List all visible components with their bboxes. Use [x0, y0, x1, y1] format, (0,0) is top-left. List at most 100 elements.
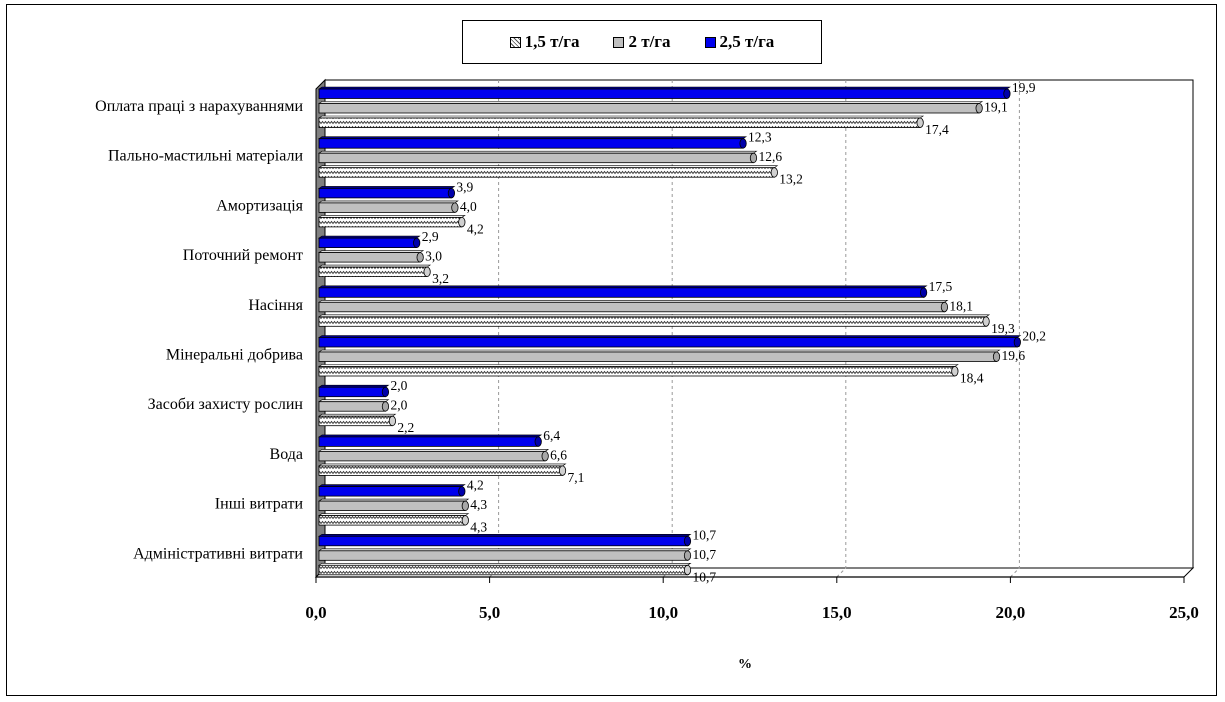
data-label: 6,4 — [543, 428, 560, 443]
bar-end-cap — [558, 465, 567, 476]
category-label: Адміністративні витрати — [133, 545, 303, 562]
data-label: 12,6 — [758, 149, 782, 164]
bar-end-cap — [683, 535, 692, 547]
bar-end-cap — [992, 351, 1001, 362]
data-label: 18,1 — [949, 298, 973, 313]
axes — [315, 576, 1185, 583]
legend-item-series-3: 2,5 т/га — [704, 32, 775, 52]
bar — [318, 187, 452, 199]
data-label: 19,3 — [991, 321, 1015, 336]
data-label: 3,9 — [456, 179, 473, 194]
bar — [318, 266, 428, 278]
bar — [318, 550, 688, 561]
bar-end-cap — [982, 316, 990, 327]
bar-end-cap — [461, 515, 469, 526]
category-label: Оплата праці з нарахуваннями — [95, 98, 303, 115]
bar-end-cap — [534, 436, 542, 447]
bar — [318, 386, 386, 398]
bar-end-cap — [447, 187, 456, 199]
category-label: Вода — [270, 446, 303, 463]
data-label: 2,0 — [390, 378, 407, 393]
legend-item-series-2: 2 т/га — [613, 32, 671, 52]
bar — [318, 103, 980, 114]
bar — [318, 287, 924, 298]
category-label: Пально-мастильні матеріали — [108, 148, 304, 165]
bar — [318, 450, 546, 462]
bar-end-cap — [458, 216, 466, 228]
bar — [318, 486, 463, 497]
bar — [318, 252, 421, 263]
data-label: 17,4 — [925, 122, 949, 137]
bar — [318, 167, 775, 178]
x-tick-label: 5,0 — [479, 603, 500, 622]
legend: 1,5 т/га 2 т/га 2,5 т/га — [462, 20, 822, 64]
legend-label-series-1: 1,5 т/га — [524, 32, 580, 51]
bar-end-cap — [919, 287, 928, 298]
data-label: 19,6 — [1002, 348, 1026, 363]
legend-label-series-3: 2,5 т/га — [719, 32, 775, 51]
bar-end-cap — [458, 486, 466, 497]
bar — [318, 138, 744, 149]
data-label: 10,7 — [693, 527, 717, 542]
x-tick-label: 25,0 — [1169, 603, 1199, 622]
bar — [318, 152, 754, 164]
data-label: 3,2 — [432, 271, 449, 286]
bar-end-cap — [916, 117, 924, 128]
category-label: Мінеральні добрива — [166, 347, 303, 364]
bar — [318, 301, 945, 313]
data-label: 4,3 — [470, 520, 487, 535]
category-label: Насіння — [248, 297, 303, 314]
bar-end-cap — [541, 450, 549, 462]
legend-swatch-series-1 — [509, 36, 521, 48]
bar-end-cap — [381, 386, 390, 398]
legend-swatch-series-3 — [704, 36, 716, 48]
data-label: 4,0 — [460, 199, 477, 214]
legend-swatch-series-2 — [613, 36, 625, 48]
bar-end-cap — [683, 550, 692, 561]
labels: 0,0 5,0 10,0 15,0 20,0 25,0% Оплата праці з на… — [95, 80, 1199, 672]
bar-end-cap — [388, 415, 396, 427]
bar-end-cap — [381, 401, 390, 412]
data-label: 7,1 — [568, 470, 585, 485]
data-label: 18,4 — [960, 371, 984, 386]
category-label: Поточний ремонт — [183, 247, 303, 264]
data-label: 2,2 — [397, 420, 414, 435]
category-label: Інші витрати — [215, 496, 304, 513]
bar-end-cap — [951, 366, 959, 377]
bar-end-cap — [749, 152, 758, 164]
bar-end-cap — [461, 500, 469, 512]
bar-end-cap — [1003, 88, 1011, 99]
bar — [318, 337, 1018, 348]
bar-end-cap — [683, 564, 692, 576]
x-tick-label: 10,0 — [648, 603, 678, 622]
data-label: 4,2 — [467, 478, 484, 493]
x-tick-label: 20,0 — [996, 603, 1026, 622]
data-label: 4,2 — [467, 221, 484, 236]
bar — [318, 436, 539, 447]
data-label: 19,9 — [1012, 80, 1036, 95]
data-label: 3,0 — [425, 249, 442, 264]
legend-item-series-1: 1,5 т/га — [509, 32, 580, 52]
bars — [318, 86, 1022, 576]
bar — [318, 465, 563, 476]
data-label: 20,2 — [1022, 329, 1046, 344]
category-label: Амортизація — [216, 197, 303, 214]
bar — [318, 515, 466, 526]
x-axis-label: % — [738, 657, 752, 672]
bar — [318, 316, 987, 327]
bar-end-cap — [413, 237, 421, 249]
data-label: 2,9 — [422, 229, 439, 244]
data-label: 19,1 — [984, 100, 1008, 115]
bar — [318, 216, 463, 228]
bar-end-cap — [940, 301, 949, 313]
bar — [318, 500, 466, 512]
category-label: Засоби захисту рослин — [148, 396, 304, 413]
legend-label-series-2: 2 т/га — [628, 32, 671, 51]
bar — [318, 415, 393, 427]
bar — [318, 202, 456, 213]
bar-end-cap — [416, 252, 424, 263]
data-label: 17,5 — [929, 279, 953, 294]
gridline-floor — [836, 567, 847, 578]
gridline-floor — [1010, 567, 1020, 578]
